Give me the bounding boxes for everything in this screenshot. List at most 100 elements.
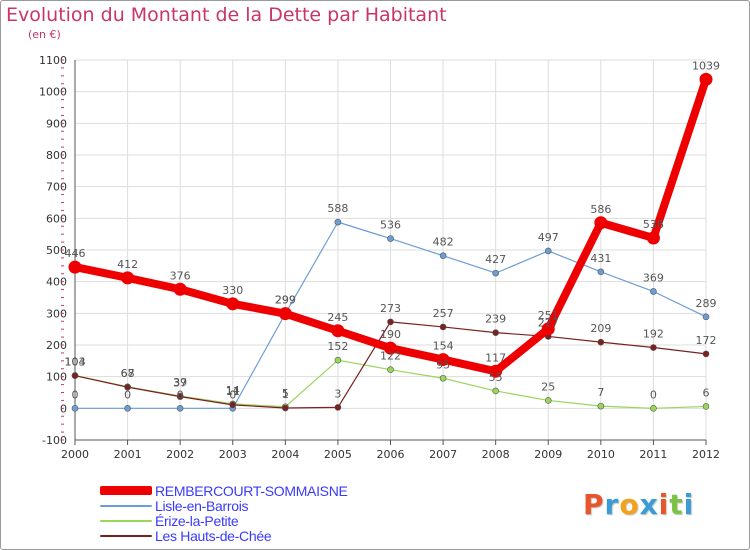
data-label: 122 xyxy=(380,350,401,363)
data-label: 192 xyxy=(643,328,664,341)
data-label: 239 xyxy=(485,313,506,326)
data-label: 0 xyxy=(177,388,184,401)
data-label: 190 xyxy=(380,328,401,341)
data-point xyxy=(492,269,499,277)
legend-label: Érize-la-Petite xyxy=(155,513,239,529)
legend-label: Les Hauts-de-Chée xyxy=(155,528,272,544)
data-label: 14 xyxy=(226,384,240,397)
data-label: 67 xyxy=(121,367,135,380)
x-tick-label: 2007 xyxy=(429,448,457,461)
y-tick-label: 1100 xyxy=(39,54,67,67)
chart-title: Evolution du Montant de la Dette par Hab… xyxy=(6,4,447,26)
data-label: 289 xyxy=(696,297,717,310)
logo-letter: r xyxy=(604,488,620,521)
proxiti-logo: Proxiti xyxy=(583,488,694,521)
data-label: 330 xyxy=(222,284,243,297)
data-label: 299 xyxy=(275,294,296,307)
data-point xyxy=(121,271,135,285)
data-label: 227 xyxy=(538,316,559,329)
data-point xyxy=(544,397,552,404)
data-label: 25 xyxy=(541,380,555,393)
data-label: 251 xyxy=(538,309,559,322)
data-label: 117 xyxy=(485,351,506,364)
x-tick-label: 2011 xyxy=(639,448,667,461)
data-label: 245 xyxy=(327,311,348,324)
data-label: 427 xyxy=(485,253,506,266)
legend-swatch xyxy=(100,535,152,537)
data-point xyxy=(176,405,184,412)
data-label: 497 xyxy=(538,231,559,244)
data-label: 68 xyxy=(121,367,135,380)
data-label: 172 xyxy=(696,334,717,347)
data-label: 11 xyxy=(226,385,240,398)
x-tick-label: 2005 xyxy=(324,448,352,461)
data-point xyxy=(124,383,131,391)
x-tick-label: 2000 xyxy=(61,448,89,461)
data-point xyxy=(71,372,79,380)
data-point xyxy=(124,405,131,412)
y-tick-label: 300 xyxy=(46,307,67,320)
data-label: 55 xyxy=(489,371,503,384)
legend-swatch xyxy=(100,520,152,522)
data-label: 6 xyxy=(703,386,710,399)
x-tick-label: 2004 xyxy=(271,448,299,461)
data-point xyxy=(597,268,605,276)
y-tick-label: 500 xyxy=(46,244,67,257)
data-point xyxy=(384,341,397,355)
x-tick-label: 2006 xyxy=(377,448,405,461)
data-point xyxy=(702,313,710,321)
y-tick-label: 800 xyxy=(46,149,67,162)
data-label: 412 xyxy=(117,258,138,271)
x-tick-label: 2001 xyxy=(114,448,142,461)
y-tick-label: 900 xyxy=(46,117,67,130)
data-point xyxy=(331,324,345,338)
data-label: 104 xyxy=(65,355,86,368)
data-point xyxy=(439,374,447,382)
data-label: 7 xyxy=(597,386,604,399)
logo-letter: t xyxy=(669,488,684,521)
data-label: 536 xyxy=(380,219,401,232)
legend-label: Lisle-en-Barrois xyxy=(155,498,249,514)
data-point xyxy=(541,322,555,336)
data-point xyxy=(387,235,394,242)
chart-subtitle: (en €) xyxy=(28,28,61,41)
data-point xyxy=(492,329,499,336)
data-point xyxy=(282,404,289,412)
data-point xyxy=(544,247,552,255)
data-point xyxy=(278,307,292,321)
data-point xyxy=(597,402,605,410)
data-point xyxy=(334,404,342,411)
data-point xyxy=(650,288,657,295)
data-point xyxy=(439,323,447,331)
y-tick-label: 200 xyxy=(46,339,67,352)
data-label: 1039 xyxy=(692,59,720,72)
data-point xyxy=(387,366,394,374)
data-label: 586 xyxy=(590,203,611,216)
data-point xyxy=(71,405,79,412)
data-point xyxy=(387,318,394,326)
y-tick-label: 400 xyxy=(46,276,67,289)
data-point xyxy=(594,216,608,230)
data-point xyxy=(702,403,710,410)
data-label: 273 xyxy=(380,302,401,315)
data-label: 376 xyxy=(170,269,191,282)
data-label: 3 xyxy=(334,387,341,400)
data-point xyxy=(68,260,82,274)
x-tick-label: 2002 xyxy=(166,448,194,461)
data-point xyxy=(702,350,710,358)
x-tick-label: 2003 xyxy=(219,448,247,461)
x-tick-label: 2012 xyxy=(692,448,720,461)
data-label: 538 xyxy=(643,218,664,231)
data-point xyxy=(334,218,342,226)
data-point xyxy=(229,401,237,409)
logo-letter: i xyxy=(683,488,695,521)
data-label: 446 xyxy=(65,247,86,260)
data-label: 369 xyxy=(643,271,664,284)
legend-label: REMBERCOURT-SOMMAISNE xyxy=(155,483,348,499)
data-label: 154 xyxy=(433,340,454,353)
data-label: 482 xyxy=(433,236,454,249)
logo-letter: i xyxy=(658,488,670,521)
data-point xyxy=(176,393,184,400)
data-point xyxy=(650,344,657,351)
legend-swatch xyxy=(100,486,152,495)
